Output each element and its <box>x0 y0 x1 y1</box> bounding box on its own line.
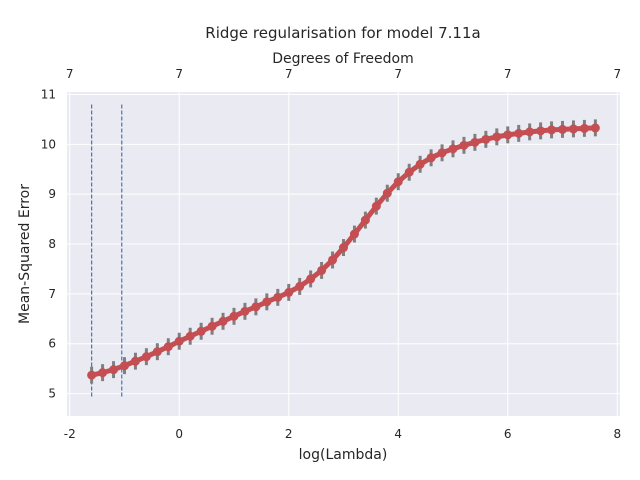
data-point <box>558 124 568 134</box>
data-point <box>382 188 392 198</box>
data-point <box>437 148 447 158</box>
top-tick-label: 7 <box>394 67 402 81</box>
data-point <box>152 347 162 357</box>
top-tick-label: 7 <box>285 67 293 81</box>
top-tick-label: 7 <box>66 67 74 81</box>
data-point <box>87 370 97 380</box>
selection-lines <box>91 104 123 399</box>
data-point <box>174 336 184 346</box>
y-tick-label: 11 <box>41 87 56 101</box>
data-point <box>328 255 338 265</box>
data-point <box>339 243 348 253</box>
x-tick-label: -2 <box>64 427 76 441</box>
data-point <box>317 265 327 275</box>
y-tick-label: 5 <box>48 387 56 401</box>
top-tick-label: 7 <box>504 67 512 81</box>
y-tick-label: 6 <box>48 337 56 351</box>
data-point <box>525 127 535 137</box>
data-point <box>360 215 370 225</box>
data-point <box>579 123 589 133</box>
data-point <box>218 316 228 326</box>
data-point <box>426 153 436 163</box>
data-point <box>119 361 129 371</box>
data-point <box>492 132 502 142</box>
data-point <box>130 356 140 366</box>
data-point <box>514 128 524 138</box>
x-tick-labels: -2 0 2 4 6 8 <box>64 427 621 441</box>
data-point <box>349 229 359 239</box>
data-point <box>141 352 151 362</box>
x-axis-label: log(Lambda) <box>299 447 388 463</box>
x-tick-label: 0 <box>175 427 183 441</box>
x-tick-label: 8 <box>613 427 621 441</box>
y-tick-label: 9 <box>48 187 56 201</box>
data-point <box>163 342 173 352</box>
data-point <box>262 297 272 307</box>
top-axis-label: Degrees of Freedom <box>272 51 413 67</box>
top-tick-label: 7 <box>175 67 183 81</box>
data-point <box>196 326 206 336</box>
data-point <box>536 126 546 136</box>
data-point <box>448 144 458 154</box>
data-point <box>503 130 513 140</box>
series-markers <box>87 123 600 380</box>
data-point <box>240 306 250 316</box>
data-point <box>393 177 403 187</box>
y-axis-label: Mean-Squared Error <box>17 184 33 324</box>
data-point <box>590 123 600 133</box>
top-tick-labels: 7 7 7 7 7 7 <box>66 67 621 81</box>
data-point <box>404 167 414 177</box>
data-point <box>251 302 261 312</box>
top-tick-label: 7 <box>613 67 621 81</box>
data-point <box>229 311 239 321</box>
chart-title: Ridge regularisation for model 7.11a <box>205 24 480 42</box>
data-point <box>295 281 305 291</box>
data-point <box>547 125 557 135</box>
data-point <box>273 292 283 302</box>
data-point <box>459 140 469 150</box>
data-point <box>306 274 316 284</box>
y-tick-labels: 5 6 7 8 9 10 11 <box>41 87 56 400</box>
data-point <box>185 331 195 341</box>
data-point <box>371 201 381 211</box>
y-tick-label: 8 <box>48 237 56 251</box>
x-tick-label: 4 <box>394 427 402 441</box>
data-point <box>470 137 480 147</box>
data-point <box>284 287 294 297</box>
data-point <box>481 134 491 144</box>
x-tick-label: 6 <box>504 427 512 441</box>
data-point <box>568 124 578 134</box>
data-point <box>109 365 119 375</box>
y-tick-label: 7 <box>48 287 56 301</box>
data-point <box>207 321 217 331</box>
x-tick-label: 2 <box>285 427 293 441</box>
data-point <box>415 159 425 169</box>
data-point <box>98 368 108 378</box>
y-tick-label: 10 <box>41 137 56 151</box>
